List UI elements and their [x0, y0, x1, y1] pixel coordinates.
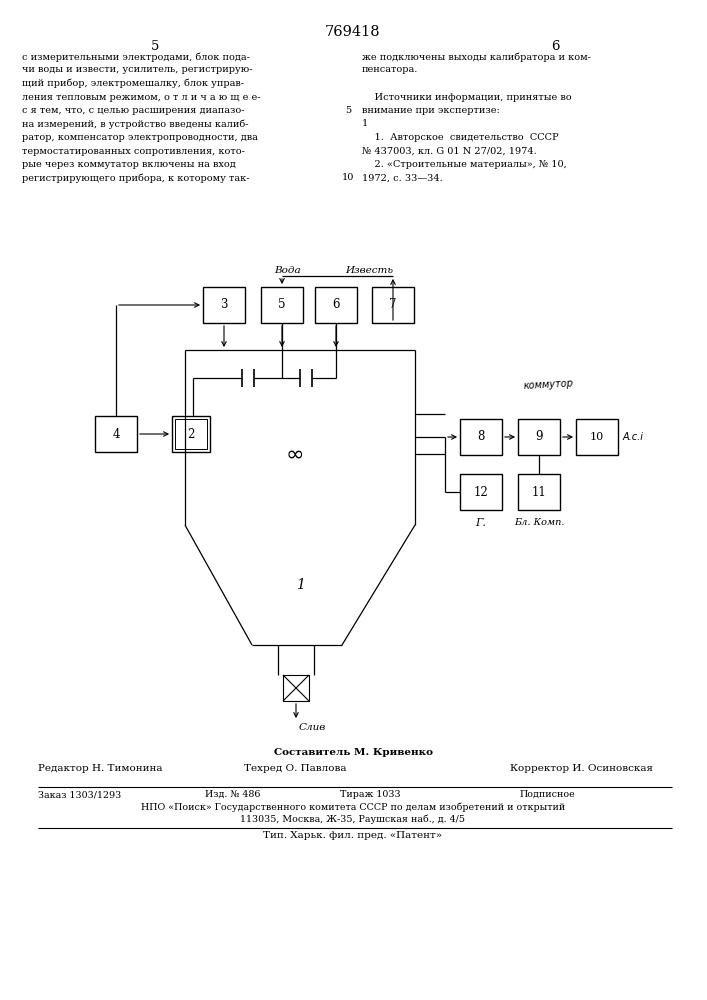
Text: ∞: ∞ [286, 445, 304, 465]
Text: коммутор: коммутор [523, 378, 573, 391]
Bar [175, 419, 207, 449]
Text: Тираж 1033: Тираж 1033 [340, 790, 401, 799]
Text: Техред О. Павлова: Техред О. Павлова [244, 764, 346, 773]
Text: 2: 2 [187, 428, 194, 440]
Text: 8: 8 [477, 430, 485, 444]
Text: регистрирующего прибора, к которому так-: регистрирующего прибора, к которому так- [22, 174, 250, 183]
Bar [576, 419, 618, 455]
Bar [172, 416, 210, 452]
Text: 2. «Строительные материалы», № 10,: 2. «Строительные материалы», № 10, [362, 160, 567, 169]
Text: щий прибор, электромешалку, блок управ-: щий прибор, электромешалку, блок управ- [22, 79, 244, 89]
Text: с измерительными электродами, блок пода-: с измерительными электродами, блок пода- [22, 52, 250, 62]
Text: 5: 5 [345, 106, 351, 115]
Text: 5: 5 [151, 40, 159, 53]
Text: Вода: Вода [274, 266, 300, 275]
Text: 6: 6 [332, 298, 340, 312]
Text: Корректор И. Осиновская: Корректор И. Осиновская [510, 764, 653, 773]
Bar [460, 419, 502, 455]
Text: же подключены выходы калибратора и ком-: же подключены выходы калибратора и ком- [362, 52, 591, 62]
Text: Слив: Слив [299, 723, 326, 732]
Text: с я тем, что, с целью расширения диапазо-: с я тем, что, с целью расширения диапазо… [22, 106, 245, 115]
Bar [95, 416, 137, 452]
Text: Г.: Г. [476, 518, 486, 528]
Text: 3: 3 [221, 298, 228, 312]
Bar [315, 287, 357, 323]
Text: 12: 12 [474, 486, 489, 498]
Text: Источники информации, принятые во: Источники информации, принятые во [362, 93, 572, 102]
Bar [460, 474, 502, 510]
Text: 10: 10 [341, 174, 354, 182]
Text: Заказ 1303/1293: Заказ 1303/1293 [38, 790, 121, 799]
Text: 1972, с. 33—34.: 1972, с. 33—34. [362, 174, 443, 182]
Text: 6: 6 [551, 40, 559, 53]
Text: Составитель М. Кривенко: Составитель М. Кривенко [274, 748, 433, 757]
Text: ления тепловым режимом, о т л и ч а ю щ е е-: ления тепловым режимом, о т л и ч а ю щ … [22, 93, 260, 102]
Text: чи воды и извести, усилитель, регистрирую-: чи воды и извести, усилитель, регистриру… [22, 66, 252, 75]
Text: Редактор Н. Тимонина: Редактор Н. Тимонина [38, 764, 163, 773]
Text: 4: 4 [112, 428, 119, 440]
Bar [261, 287, 303, 323]
Text: внимание при экспертизе:: внимание при экспертизе: [362, 106, 500, 115]
Text: рые через коммутатор включены на вход: рые через коммутатор включены на вход [22, 160, 235, 169]
Text: 5: 5 [279, 298, 286, 312]
Text: Бл. Комп.: Бл. Комп. [514, 518, 564, 527]
Text: 1: 1 [296, 578, 305, 592]
Text: А.с.і: А.с.і [623, 432, 644, 442]
Bar [518, 419, 560, 455]
Text: 9: 9 [535, 430, 543, 444]
Text: Известь: Известь [345, 266, 393, 275]
Text: Тип. Харьк. фил. пред. «Патент»: Тип. Харьк. фил. пред. «Патент» [264, 831, 443, 840]
Text: ратор, компенсатор электропроводности, два: ратор, компенсатор электропроводности, д… [22, 133, 258, 142]
Bar [518, 474, 560, 510]
Text: Подписное: Подписное [520, 790, 575, 799]
Text: Изд. № 486: Изд. № 486 [205, 790, 260, 799]
Text: 113035, Москва, Ж-35, Раушская наб., д. 4/5: 113035, Москва, Ж-35, Раушская наб., д. … [240, 815, 465, 824]
Bar [372, 287, 414, 323]
Text: 7: 7 [390, 298, 397, 312]
Text: 1.  Авторское  свидетельство  СССР: 1. Авторское свидетельство СССР [362, 133, 559, 142]
Text: 1: 1 [362, 119, 368, 128]
Text: на измерений, в устройство введены калиб-: на измерений, в устройство введены калиб… [22, 119, 248, 129]
Bar [203, 287, 245, 323]
Text: 769418: 769418 [325, 25, 381, 39]
Text: 11: 11 [532, 486, 547, 498]
Text: НПО «Поиск» Государственного комитета СССР по делам изобретений и открытий: НПО «Поиск» Государственного комитета СС… [141, 803, 565, 812]
Text: № 437003, кл. G 01 N 27/02, 1974.: № 437003, кл. G 01 N 27/02, 1974. [362, 146, 537, 155]
Text: пенсатора.: пенсатора. [362, 66, 419, 75]
Text: 10: 10 [590, 432, 604, 442]
Text: термостатированных сопротивления, кото-: термостатированных сопротивления, кото- [22, 146, 245, 155]
